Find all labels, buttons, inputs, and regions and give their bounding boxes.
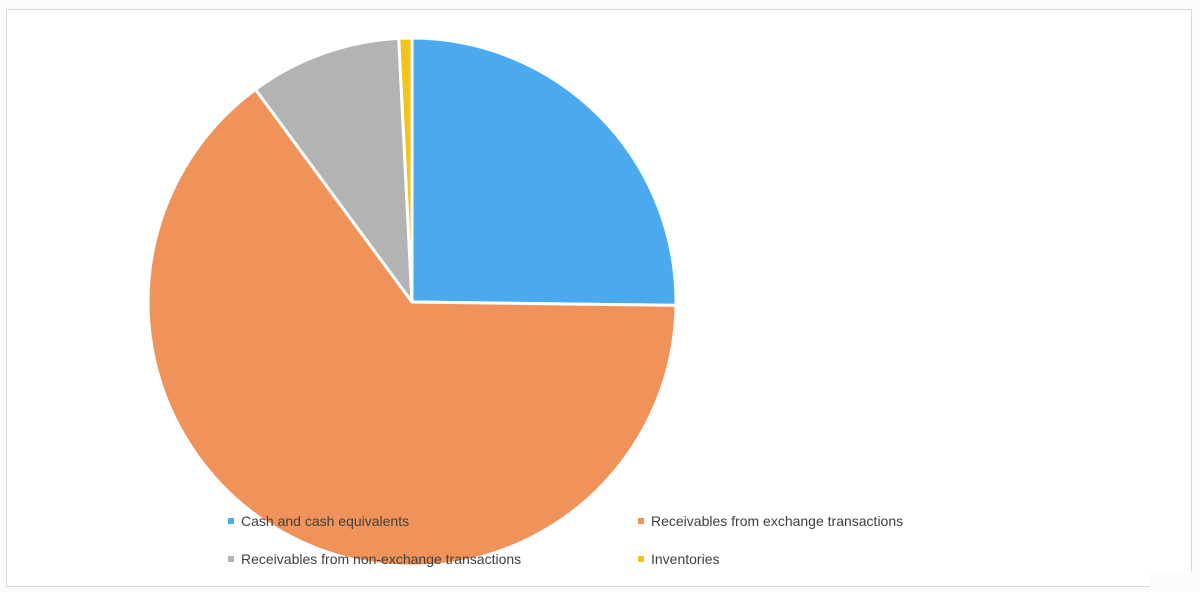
pie-slice-inventories [397,36,414,304]
pie-slice-cash [410,36,678,307]
pie-slice-exchange-receivables [146,87,678,568]
frame-corner-gap [1150,572,1200,592]
pie-slice-non-exchange-receivables [253,36,414,304]
